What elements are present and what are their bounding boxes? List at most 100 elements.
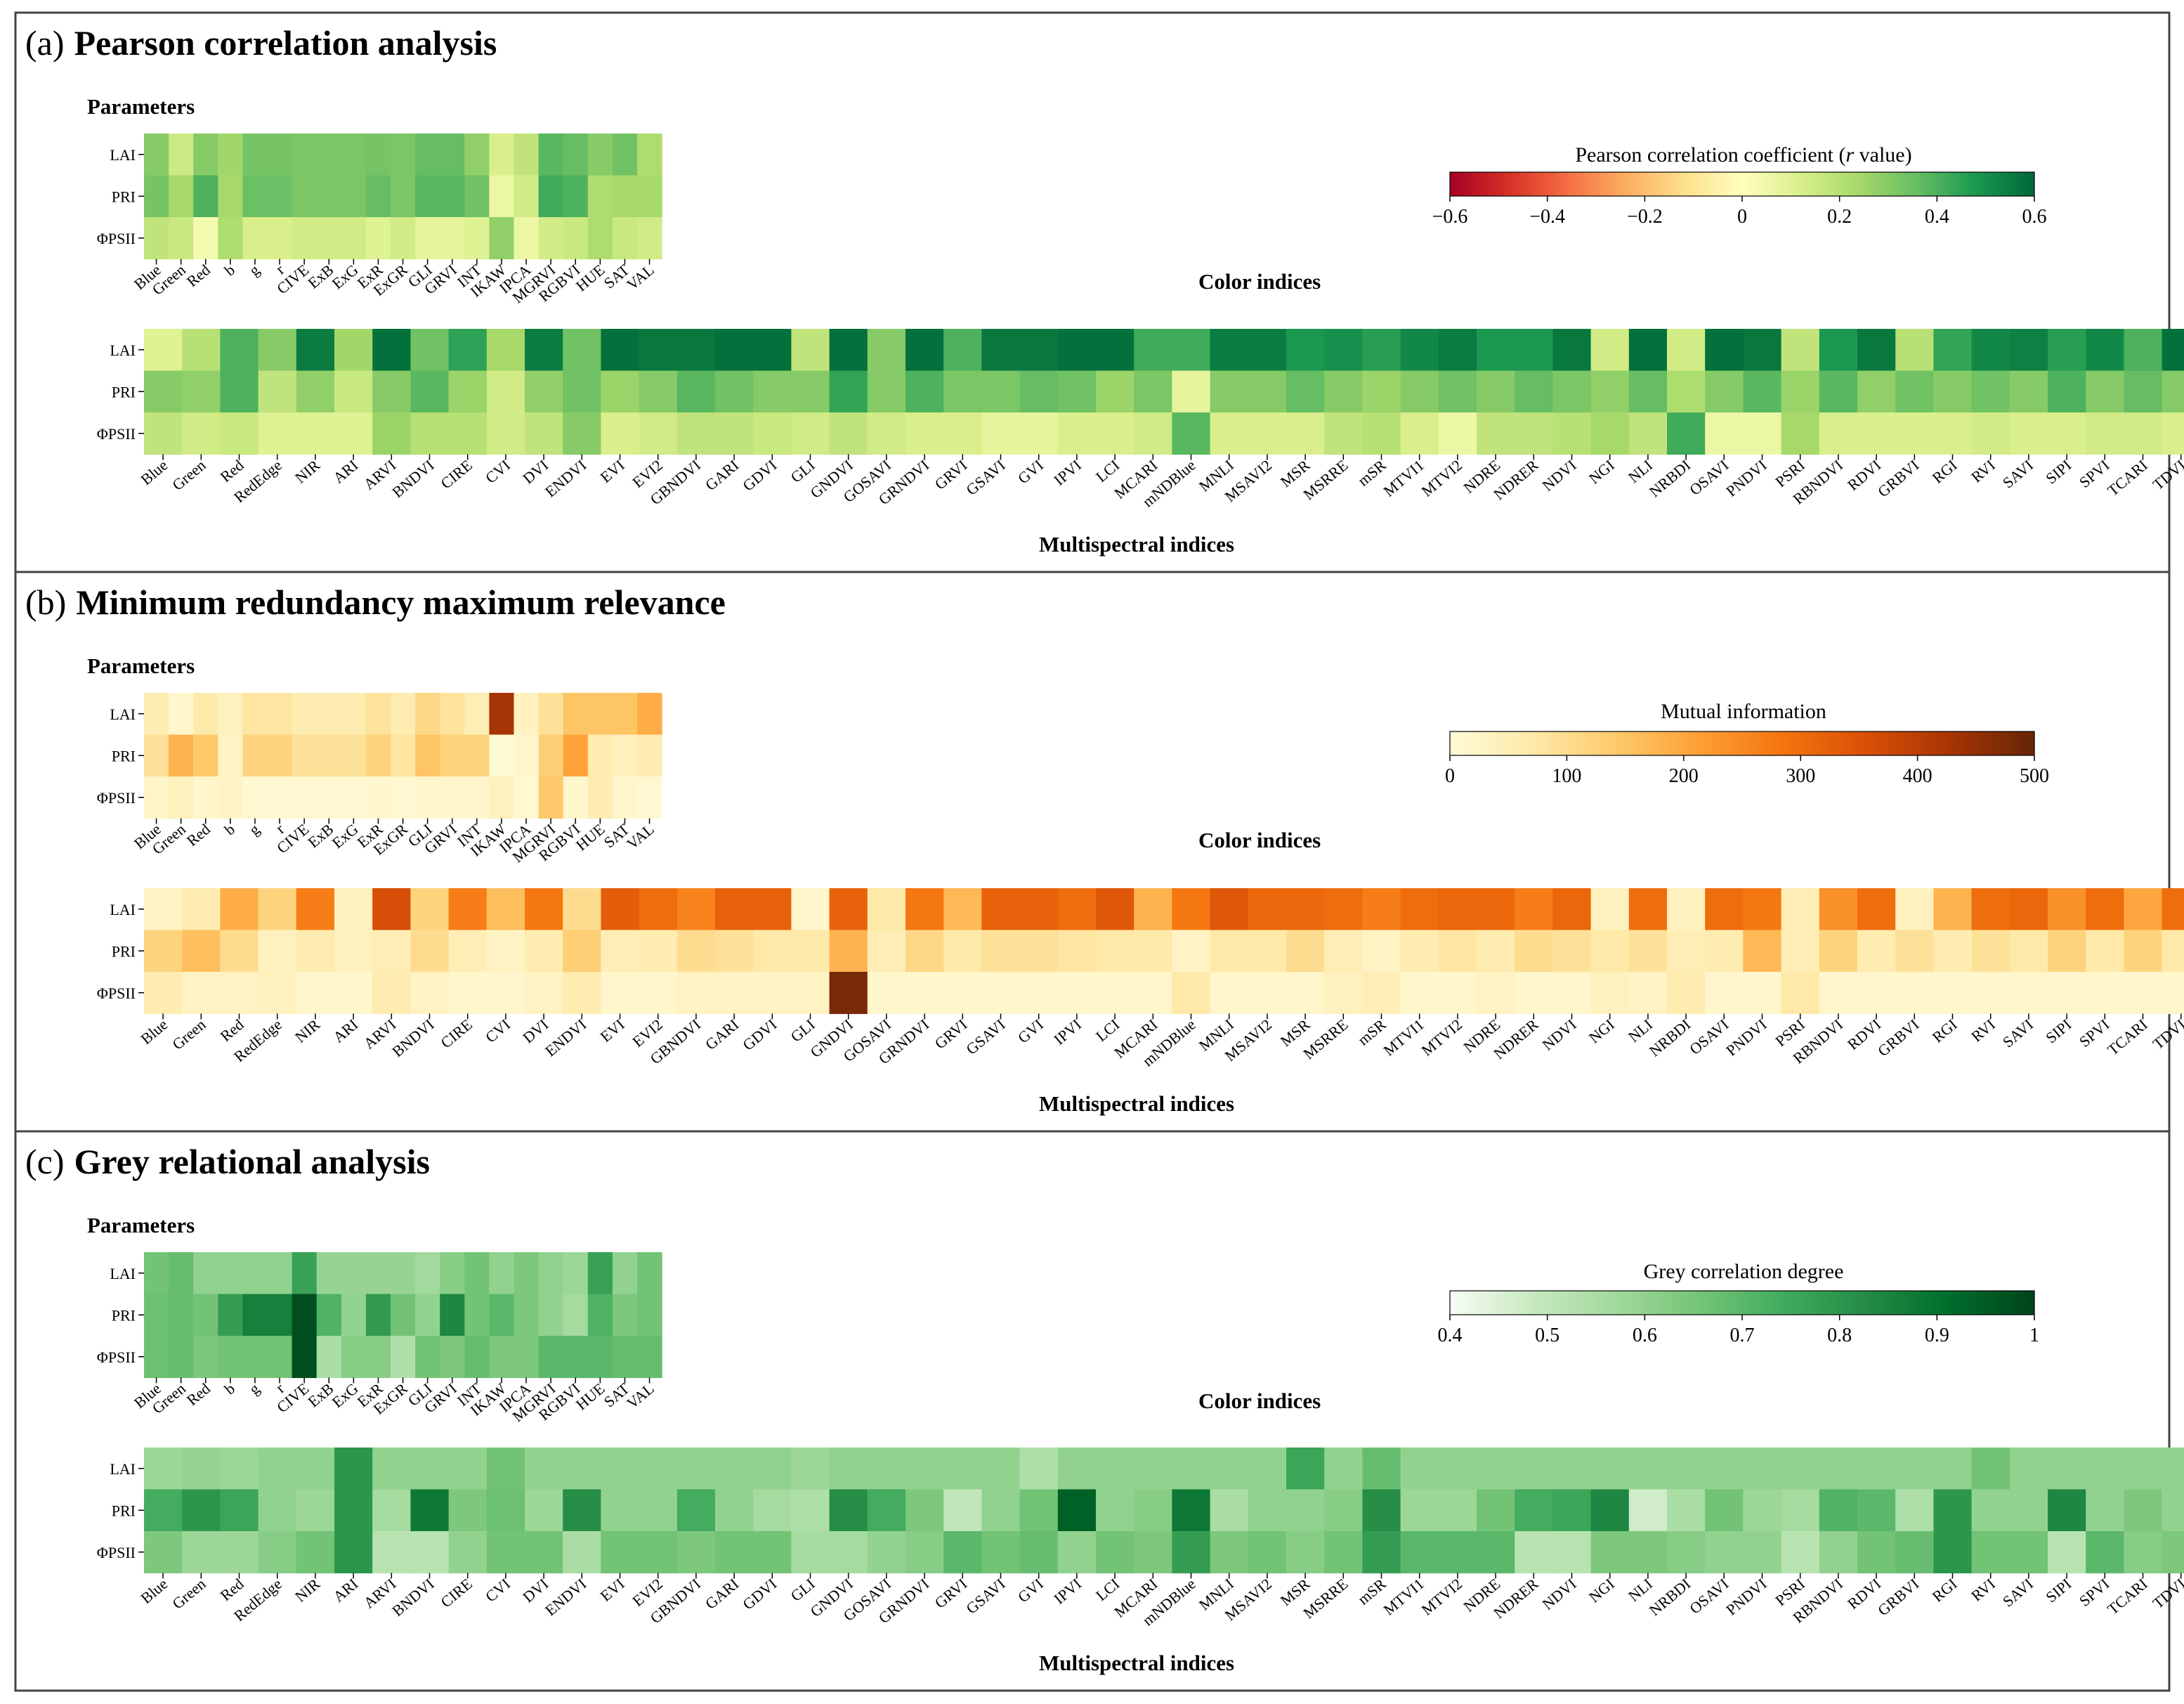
panel-b-color-cell-PRI-r	[267, 734, 293, 777]
panel-b-ms-cell-ΦPSII-IPVI	[1057, 972, 1097, 1015]
panel-b-ms-cell-LAI-PNDVI	[1743, 888, 1782, 931]
panel-a-ms-cell-ΦPSII-OSAVI	[1705, 412, 1744, 455]
panel-a-color-xtick-label: b	[221, 261, 238, 279]
panel-c-color-cell-PRI-ExG	[341, 1294, 367, 1336]
panel-c-color-cell-ΦPSII-ExG	[341, 1336, 367, 1379]
panel-c-color-cell-PRI-IKAW	[489, 1294, 515, 1336]
panel-a-ms-cell-PRI-GRNDVI	[905, 370, 944, 413]
panel-b-color-cell-LAI-ExG	[341, 693, 367, 736]
panel-b-ms-cell-PRI-RBNDVI	[1819, 930, 1858, 973]
panel-b-ms-cell-LAI-NDRE	[1477, 888, 1515, 931]
panel-b-ms-cell-PRI-TCARI	[2124, 930, 2163, 973]
panel-a-ms-cell-ΦPSII-GSAVI	[981, 412, 1021, 455]
panel-b-ms-cell-ΦPSII-MSR	[1286, 972, 1325, 1015]
panel-c-ms-cell-LAI-MCARI	[1134, 1448, 1172, 1490]
panel-c-ms-cell-PRI-MSR	[1286, 1489, 1325, 1532]
panel-a-color-cell-PRI-GRVI	[440, 175, 465, 218]
panel-b-ms-xtick-label: EVI	[597, 1015, 628, 1046]
panel-c-color-cell-LAI-RGBVI	[563, 1252, 589, 1295]
panel-b-ms-xtick-label: GVI	[1014, 1015, 1047, 1046]
panel-c-colorbar	[1449, 1290, 2035, 1315]
panel-a-ms-cell-LAI-RedEdge	[258, 329, 297, 372]
panel-c-ms-xtick-label: ARI	[329, 1575, 361, 1606]
panel-c-color-cell-ΦPSII-GRVI	[440, 1336, 465, 1379]
panel-c-ms-cell-LAI-SIPI	[2048, 1448, 2086, 1490]
panel-b-ms-xtick-label: NDVI	[1539, 1015, 1580, 1054]
panel-b-ms-cell-PRI-GNDVI	[829, 930, 868, 973]
panel-a-color-cell-LAI-HUE	[587, 134, 613, 176]
panel-a-colorbar-title: Pearson correlation coefficient (r value…	[1575, 143, 1911, 167]
panel-b-color-cell-PRI-SAT	[612, 734, 638, 777]
panel-a-color-cell-PRI-ExGR	[391, 175, 416, 218]
panel-a-color-cell-PRI-r	[267, 175, 293, 218]
panel-c-ms-xtick-label: RVI	[1968, 1575, 1999, 1604]
panel-a-ms-cell-ΦPSII-NGI	[1590, 412, 1630, 455]
panel-a-color-cell-ΦPSII-ExGR	[391, 217, 416, 260]
panel-b-ms-cell-LAI-GRBVI	[1895, 888, 1934, 931]
panel-a-ms-cell-PRI-SPVI	[2086, 370, 2124, 413]
panel-b-ms-cell-LAI-ARI	[334, 888, 373, 931]
panel-b-ms-cell-ΦPSII-MSAVI2	[1248, 972, 1287, 1015]
panel-a-ms-cell-LAI-RVI	[1971, 329, 2010, 372]
panel-c-color-cell-LAI-CIVE	[292, 1252, 318, 1295]
panel-b-ms-xtick-label: OSAVI	[1686, 1015, 1732, 1058]
panel-b-ms-cell-LAI-GDVI	[753, 888, 792, 931]
panel-a-color-cell-PRI-Red	[193, 175, 218, 218]
panel-c-ms-cell-LAI-GNDVI	[829, 1448, 868, 1490]
panel-b-color-axis-label: Color indices	[1198, 828, 1321, 852]
panel-a-color-cell-PRI-IPCA	[514, 175, 540, 218]
panel-a-ms-cell-ΦPSII-GVI	[1019, 412, 1059, 455]
panel-b-ms-cell-ΦPSII-Red	[220, 972, 259, 1015]
panel-a-color-cell-LAI-GRVI	[440, 134, 465, 176]
panel-b-color-cell-ΦPSII-Blue	[144, 776, 169, 819]
panel-c-ms-xtick-label: TDVI	[2150, 1575, 2184, 1612]
panel-b-color-cell-PRI-IPCA	[514, 734, 540, 777]
panel-c-ms-cell-ΦPSII-MCARI	[1134, 1531, 1172, 1574]
panel-a-ms-cell-ΦPSII-MNLI	[1210, 412, 1249, 455]
panel-a-color-cell-LAI-Blue	[144, 134, 169, 176]
panel-b-color-cell-ΦPSII-CIVE	[292, 776, 318, 819]
panel-c-ms-cell-LAI-MSRRE	[1324, 1448, 1363, 1490]
panel-c-ms-cell-LAI-MNLI	[1210, 1448, 1249, 1490]
panel-a-ms-cell-PRI-MNLI	[1210, 370, 1249, 413]
panel-c-ms-cell-ΦPSII-TDVI	[2162, 1531, 2184, 1574]
panel-b-ms-cell-LAI-PSRI	[1781, 888, 1820, 931]
panel-b-ms-xtick-label: PNDVI	[1722, 1015, 1770, 1059]
panel-c-ms-cell-ΦPSII-RedEdge	[258, 1531, 297, 1574]
panel-b-ms-cell-ΦPSII-NDRE	[1477, 972, 1515, 1015]
panel-a-ms-cell-LAI-PNDVI	[1743, 329, 1782, 372]
panel-a-ms-cell-LAI-ENDVI	[563, 329, 601, 372]
panel-b-ms-cell-PRI-GOSAVI	[867, 930, 906, 973]
panel-c-ms-cell-ΦPSII-NLI	[1628, 1531, 1668, 1574]
panel-b-ms-cell-ΦPSII-BNDVI	[410, 972, 450, 1015]
panel-c-ms-cell-PRI-CVI	[486, 1489, 525, 1532]
panel-c-ms-cell-LAI-GBNDVI	[676, 1448, 716, 1490]
panel-a-frame	[14, 11, 2171, 573]
panel-c-ms-xtick-label: GDVI	[739, 1575, 780, 1613]
panel-b-color-cell-PRI-Blue	[144, 734, 169, 777]
panel-c-ms-cell-PRI-RedEdge	[258, 1489, 297, 1532]
panel-b-ms-cell-ΦPSII-mNDBlue	[1172, 972, 1211, 1015]
panel-c-ms-cell-PRI-RBNDVI	[1819, 1489, 1858, 1532]
panel-b-ms-cell-LAI-MSRRE	[1324, 888, 1363, 931]
panel-c-color-cell-ΦPSII-b	[218, 1336, 243, 1379]
panel-a-color-cell-LAI-ExGR	[391, 134, 416, 176]
panel-b-ms-xtick-label: GSAVI	[962, 1015, 1008, 1058]
panel-b-ms-cell-LAI-CIRE	[448, 888, 488, 931]
panel-a-parameters-label: Parameters	[87, 94, 195, 119]
panel-b-color-cell-LAI-GRVI	[440, 693, 465, 736]
panel-a-ms-xtick-label: IPVI	[1050, 456, 1085, 489]
panel-c-color-cell-LAI-IKAW	[489, 1252, 515, 1295]
panel-c-ms-xtick-label: CIRE	[437, 1575, 475, 1611]
panel-a-color-cell-PRI-SAT	[612, 175, 638, 218]
panel-c-ms-cell-PRI-MNLI	[1210, 1489, 1249, 1532]
panel-b-ms-xtick-label: LCI	[1092, 1015, 1123, 1045]
panel-b-ms-cell-ΦPSII-NLI	[1628, 972, 1668, 1015]
panel-c-color-cell-LAI-ExB	[316, 1252, 342, 1295]
panel-b-ms-xtick-label: TCARI	[2104, 1015, 2151, 1059]
panel-c-color-cell-LAI-r	[267, 1252, 293, 1295]
panel-a-ms-cell-ΦPSII-SIPI	[2048, 412, 2086, 455]
panel-c-ms-xtick-label: MTVI2	[1418, 1575, 1466, 1618]
panel-a-ms-cell-ΦPSII-EVI2	[639, 412, 678, 455]
panel-c-ms-cell-LAI-RGI	[1933, 1448, 1973, 1490]
